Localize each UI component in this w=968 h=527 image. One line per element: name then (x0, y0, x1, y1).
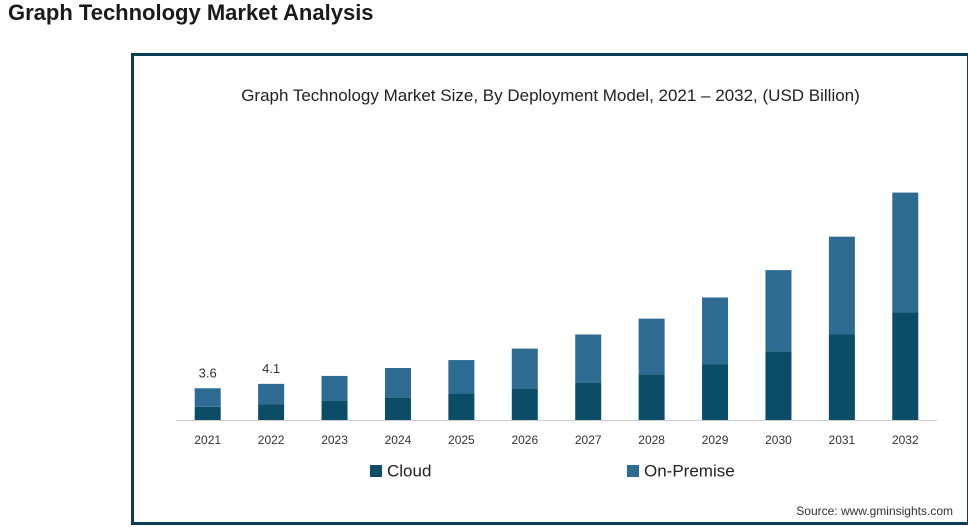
chart-plot: 2021 3.6 2022 4.1 2023 2024 2025 2026 2027 2028 20… (176, 192, 937, 481)
chart-frame: Graph Technology Market Size, By Deploym… (131, 53, 968, 525)
data-label-2021: 3.6 (199, 365, 217, 380)
bar-on-premise-2029 (702, 297, 729, 365)
page-heading: Graph Technology Market Analysis (8, 0, 374, 25)
legend-label-on-premise: On-Premise (644, 462, 735, 481)
bar-on-premise-2031 (828, 236, 855, 335)
bar-cloud-2022 (258, 404, 285, 420)
x-tick-label-2021: 2021 (194, 433, 221, 447)
bar-on-premise-2027 (575, 334, 602, 383)
bar-cloud-2030 (765, 351, 792, 420)
data-label-2022: 4.1 (262, 361, 280, 376)
x-tick-label-2026: 2026 (511, 433, 538, 447)
bar-cloud-2027 (575, 382, 602, 420)
bar-on-premise-2026 (511, 348, 538, 389)
bar-on-premise-2025 (448, 360, 475, 394)
legend-label-cloud: Cloud (387, 462, 431, 481)
legend-swatch-cloud (370, 465, 382, 477)
bar-cloud-2032 (892, 312, 919, 420)
chart-title: Graph Technology Market Size, By Deploym… (241, 86, 860, 105)
x-tick-label-2027: 2027 (575, 433, 602, 447)
x-tick-label-2032: 2032 (892, 433, 919, 447)
bar-cloud-2025 (448, 393, 475, 420)
x-tick-label-2023: 2023 (321, 433, 348, 447)
bar-on-premise-2024 (384, 367, 411, 398)
bar-cloud-2021 (194, 406, 221, 420)
bar-cloud-2024 (384, 397, 411, 420)
bar-cloud-2026 (511, 388, 538, 420)
bar-on-premise-2021 (194, 388, 221, 407)
bar-cloud-2028 (638, 374, 665, 420)
bar-cloud-2031 (828, 334, 855, 420)
bar-on-premise-2028 (638, 318, 665, 375)
legend-swatch-on-premise (627, 465, 639, 477)
bar-on-premise-2032 (892, 192, 919, 313)
x-tick-label-2029: 2029 (702, 433, 729, 447)
bar-cloud-2023 (321, 400, 348, 420)
x-tick-label-2031: 2031 (829, 433, 856, 447)
x-tick-label-2028: 2028 (638, 433, 665, 447)
source-note: Source: www.gminsights.com (796, 504, 953, 518)
bar-on-premise-2030 (765, 270, 792, 352)
x-tick-label-2024: 2024 (385, 433, 412, 447)
bar-on-premise-2023 (321, 375, 348, 401)
bar-on-premise-2022 (258, 383, 285, 405)
bar-cloud-2029 (702, 364, 729, 420)
x-tick-label-2022: 2022 (258, 433, 285, 447)
x-tick-label-2030: 2030 (765, 433, 792, 447)
x-tick-label-2025: 2025 (448, 433, 475, 447)
